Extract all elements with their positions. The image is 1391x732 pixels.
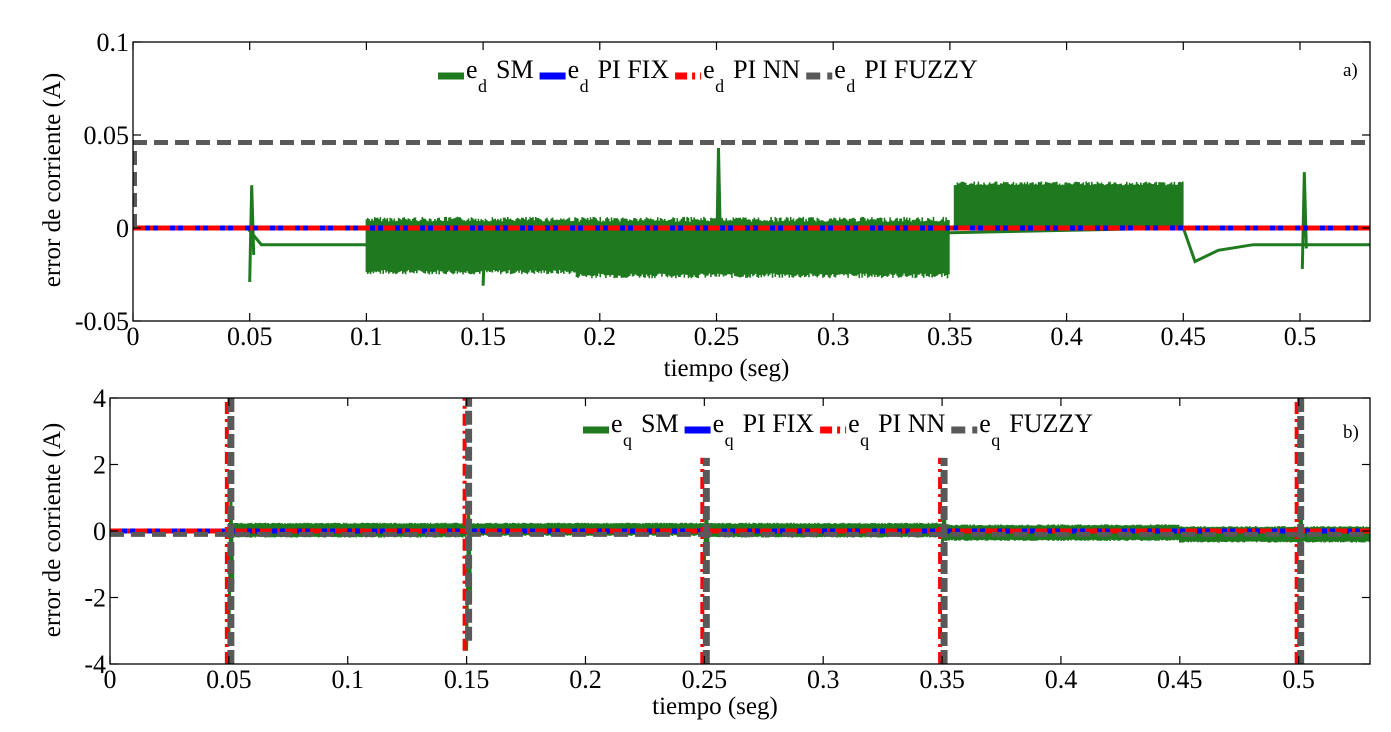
series-sm-spike <box>481 227 489 286</box>
legend-symbol: e <box>568 55 580 84</box>
legend-subscript: q <box>860 430 869 450</box>
x-tick-label: 0 <box>127 322 140 351</box>
y-tick-label: 0.05 <box>84 121 130 150</box>
series-sm-band <box>953 181 1184 230</box>
legend-item: ed PI FUZZY <box>806 55 978 96</box>
plot-area <box>110 398 1370 664</box>
x-tick-label: 0.45 <box>1157 665 1203 694</box>
legend-symbol: e <box>713 409 725 438</box>
series-sm-spike <box>1300 172 1308 269</box>
legend-symbol: e <box>834 55 846 84</box>
x-tick-label: 0.1 <box>331 665 364 694</box>
x-tick-label: 0.5 <box>1282 665 1315 694</box>
x-axis-label: tiempo (seg) <box>664 355 790 382</box>
x-tick-label: 0.4 <box>1050 322 1083 351</box>
legend-label: PI FUZZY <box>864 55 978 84</box>
legend-item: ed PI FIX <box>539 55 670 96</box>
panel-tag: a) <box>1343 60 1358 81</box>
legend-subscript: d <box>580 76 589 96</box>
legend-symbol: e <box>703 55 715 84</box>
x-tick-label: 0.25 <box>682 665 728 694</box>
legend-subscript: d <box>846 76 855 96</box>
legend-symbol: e <box>466 55 478 84</box>
y-tick-label: 2 <box>93 451 106 480</box>
x-tick-label: 0.3 <box>807 665 840 694</box>
legend-subscript: q <box>725 430 734 450</box>
y-tick-label: 0.1 <box>97 28 130 57</box>
x-tick-label: 0.1 <box>350 322 383 351</box>
legend-item: eq FUZZY <box>951 409 1093 450</box>
series-sm-band <box>575 216 950 279</box>
y-tick-label: 4 <box>93 384 106 413</box>
y-tick-label: 0 <box>93 517 106 546</box>
panel-a: 0 0.05 0.1 0.15 0.2 0.25 0.3 0.35 0.4 0.45 0.5 -0.0… <box>39 28 1371 382</box>
x-tick-label: 0.25 <box>694 322 740 351</box>
legend-label: PI NN <box>733 55 800 84</box>
y-tick-label: -0.05 <box>75 307 129 336</box>
legend-subscript: q <box>991 430 1000 450</box>
legend-label: PI FIX <box>598 55 670 84</box>
x-tick-label: 0.5 <box>1284 322 1317 351</box>
legend-subscript: q <box>623 430 632 450</box>
legend-label: SM <box>641 409 679 438</box>
legend-symbol: e <box>848 409 860 438</box>
legend-label: PI FIX <box>743 409 815 438</box>
legend-item: ed PI NN <box>675 55 800 96</box>
x-tick-label: 0.35 <box>927 322 973 351</box>
x-tick-label: 0.3 <box>817 322 850 351</box>
series-sm <box>227 497 1370 651</box>
x-tick-label: 0.15 <box>460 322 506 351</box>
legend-subscript: d <box>715 76 724 96</box>
legend-item: eq PI NN <box>820 409 945 450</box>
series-sm-band <box>1179 526 1370 543</box>
x-tick-label: 0.05 <box>206 665 252 694</box>
legend-label: FUZZY <box>1009 409 1093 438</box>
series-sm-line <box>133 226 1370 264</box>
y-tick-label: -2 <box>84 584 106 613</box>
x-axis-label: tiempo (seg) <box>652 693 778 720</box>
series-sm-spike <box>248 185 256 282</box>
series-sm <box>133 147 1370 286</box>
legend-label: PI NN <box>878 409 945 438</box>
y-tick-label: -4 <box>84 650 106 679</box>
plot-frame <box>132 41 1371 322</box>
x-tick-label: 0.15 <box>444 665 490 694</box>
x-tick-label: 0.45 <box>1161 322 1207 351</box>
legend-item: eq SM <box>583 409 679 450</box>
legend-item: ed SM <box>438 55 534 96</box>
panel-tag: b) <box>1343 422 1359 443</box>
series-sm-band <box>365 216 578 275</box>
x-tick-label: 0 <box>104 665 117 694</box>
panel-b: 0 0.05 0.1 0.15 0.2 0.25 0.3 0.35 0.4 0.45 0.5 -4 -2… <box>39 384 1371 720</box>
x-tick-label: 0.2 <box>584 322 617 351</box>
y-tick-label: 0 <box>116 214 129 243</box>
legend-symbol: e <box>979 409 991 438</box>
y-axis-label: error de corriente (A) <box>39 423 66 637</box>
legend-symbol: e <box>611 409 623 438</box>
x-tick-label: 0.05 <box>227 322 273 351</box>
y-axis-label: error de corriente (A) <box>39 73 66 287</box>
legend-subscript: d <box>478 76 487 96</box>
legend-label: SM <box>496 55 534 84</box>
x-tick-label: 0.35 <box>919 665 965 694</box>
legend-item: eq PI FIX <box>684 409 815 450</box>
plot-area <box>133 139 1370 286</box>
x-tick-label: 0.2 <box>569 665 602 694</box>
x-tick-label: 0.4 <box>1045 665 1078 694</box>
